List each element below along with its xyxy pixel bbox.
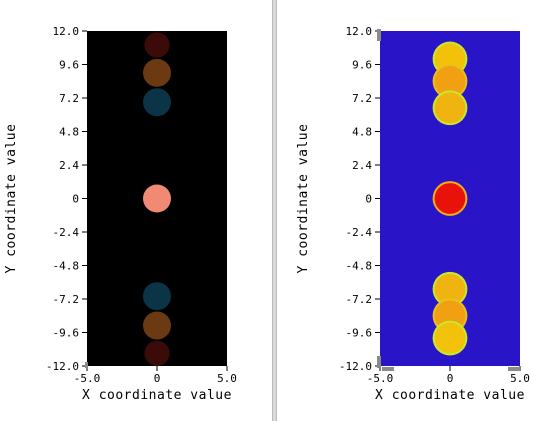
y-tick-label: 4.8 bbox=[352, 126, 372, 139]
y-tick-label: -12.0 bbox=[46, 360, 79, 373]
y-tick-label: 0 bbox=[365, 193, 372, 206]
heat-blob bbox=[434, 92, 466, 124]
y-tick-label: -4.8 bbox=[53, 260, 80, 273]
x-tick-label: 5.0 bbox=[217, 372, 237, 385]
y-tick-label: 12.0 bbox=[53, 25, 80, 38]
heat-blob bbox=[143, 58, 171, 87]
y-tick-label: -7.2 bbox=[346, 293, 373, 306]
heat-blob bbox=[143, 88, 171, 117]
x-tick-label: 0 bbox=[447, 372, 454, 385]
heat-blob bbox=[143, 311, 171, 340]
y-tick-label: -4.8 bbox=[346, 260, 373, 273]
heat-blob bbox=[144, 340, 170, 367]
y-tick-label: -2.4 bbox=[53, 226, 80, 239]
y-tick-label: 2.4 bbox=[59, 159, 79, 172]
heat-blob bbox=[434, 183, 466, 214]
resize-handle[interactable] bbox=[508, 367, 520, 371]
resize-handle[interactable] bbox=[377, 356, 381, 368]
y-tick-label: 9.6 bbox=[352, 59, 372, 72]
heatmap-left: 12.0 9.6 7.2 4.8 2.4 0 -2.4 -4.8 -7.2 -9.6 -12.0-5… bbox=[4, 25, 237, 403]
resize-handle[interactable] bbox=[382, 367, 394, 371]
y-axis-title: Y coordinate value bbox=[296, 124, 311, 274]
y-axis-title: Y coordinate value bbox=[4, 124, 19, 274]
x-axis-title: X coordinate value bbox=[375, 388, 525, 403]
y-tick-label: 7.2 bbox=[59, 92, 79, 105]
y-tick-label: -9.6 bbox=[346, 327, 373, 340]
x-tick-label: -5.0 bbox=[74, 372, 101, 385]
heatmap-right: 12.0 9.6 7.2 4.8 2.4 0 -2.4 -4.8 -7.2 -9.6 -12.0-5… bbox=[296, 25, 530, 403]
x-tick-label: 0 bbox=[154, 372, 161, 385]
heat-blob bbox=[143, 184, 171, 213]
y-tick-label: -9.6 bbox=[53, 327, 80, 340]
y-tick-label: 2.4 bbox=[352, 159, 372, 172]
heat-blob bbox=[434, 65, 466, 97]
x-axis-title: X coordinate value bbox=[82, 388, 232, 403]
y-tick-label: -12.0 bbox=[339, 360, 372, 373]
x-tick-label: -5.0 bbox=[367, 372, 394, 385]
heat-blob bbox=[144, 32, 170, 58]
heat-blob bbox=[434, 273, 466, 305]
heat-blob bbox=[143, 282, 171, 311]
y-tick-label: 7.2 bbox=[352, 92, 372, 105]
x-tick-label: 5.0 bbox=[510, 372, 530, 385]
heat-blob bbox=[434, 322, 466, 354]
y-tick-label: 12.0 bbox=[346, 25, 373, 38]
resize-handle[interactable] bbox=[377, 29, 381, 41]
y-tick-label: 4.8 bbox=[59, 126, 79, 139]
y-tick-label: 9.6 bbox=[59, 59, 79, 72]
resize-handle[interactable] bbox=[85, 362, 88, 368]
panel-divider[interactable] bbox=[272, 0, 277, 421]
y-tick-label: -7.2 bbox=[53, 293, 80, 306]
y-tick-label: -2.4 bbox=[346, 226, 373, 239]
y-tick-label: 0 bbox=[72, 193, 79, 206]
